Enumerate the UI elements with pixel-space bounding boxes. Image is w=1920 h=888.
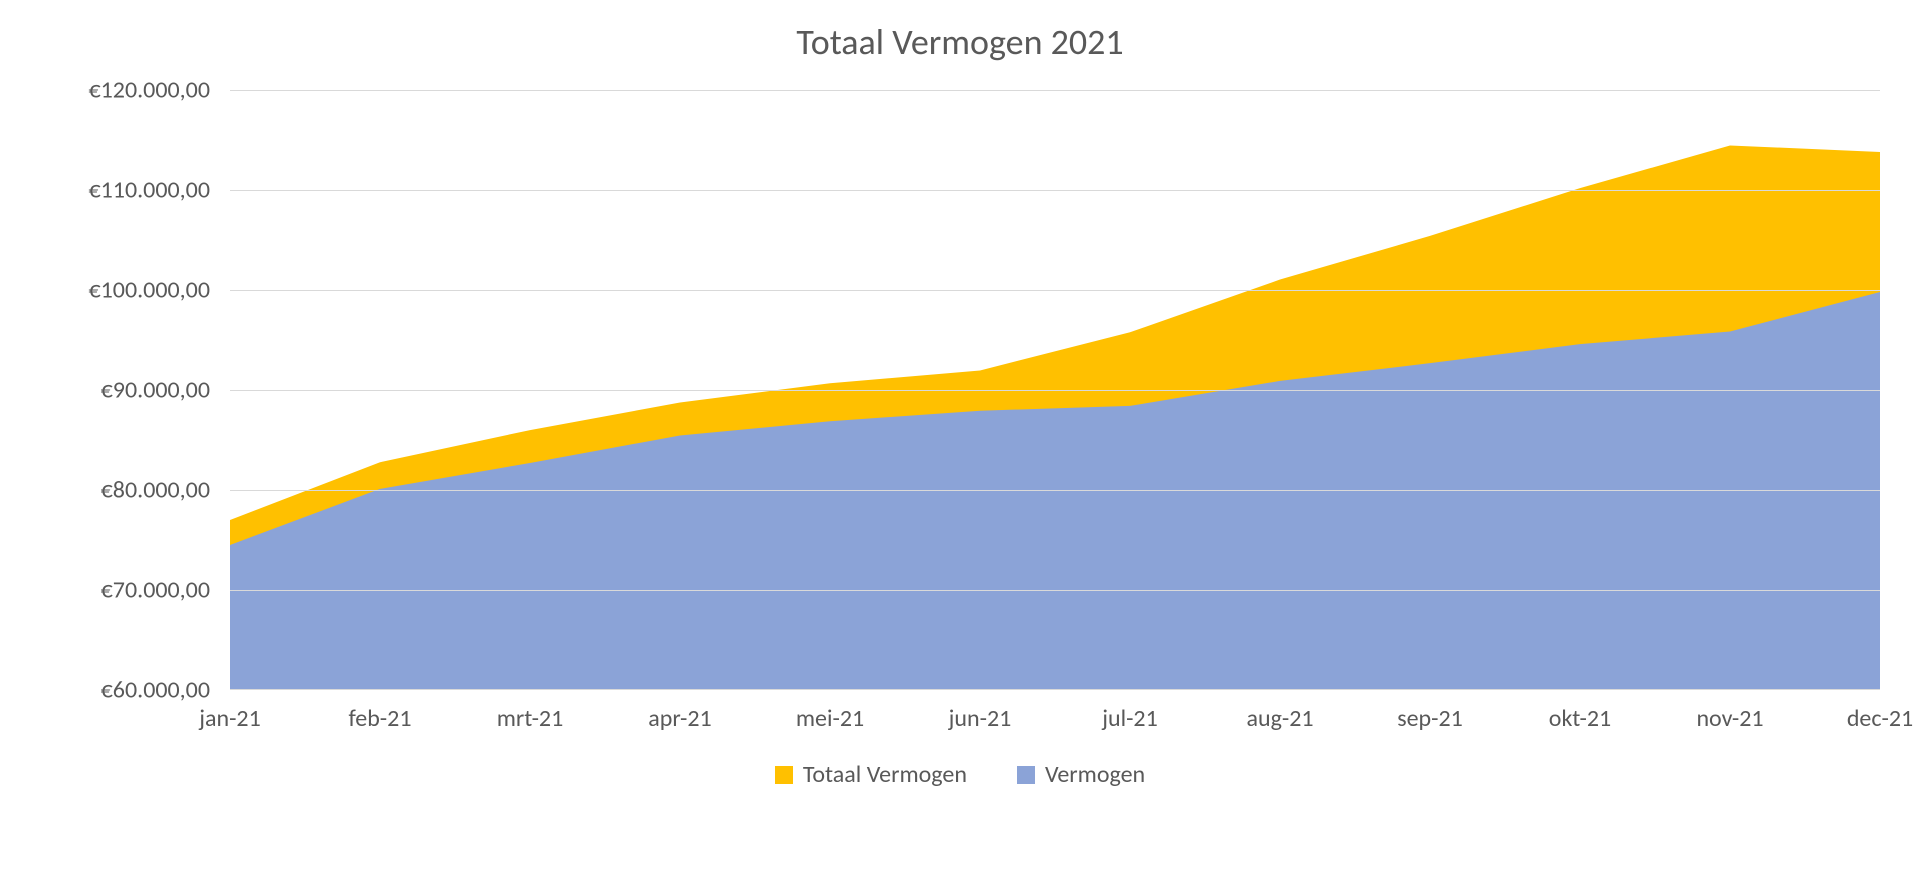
x-tick-label: jan-21 [199,704,261,733]
legend-swatch [775,766,793,784]
x-tick-label: sep-21 [1397,704,1463,733]
y-tick-label: €80.000,00 [101,476,210,505]
chart-title: Totaal Vermogen 2021 [0,20,1920,64]
legend-label: Totaal Vermogen [803,760,967,789]
gridline [230,590,1880,591]
y-tick-label: €120.000,00 [88,76,210,105]
y-tick-label: €100.000,00 [88,276,210,305]
gridline [230,90,1880,91]
x-tick-label: dec-21 [1847,704,1913,733]
y-axis: €60.000,00€70.000,00€80.000,00€90.000,00… [230,90,1880,690]
x-tick-label: feb-21 [349,704,412,733]
legend-swatch [1017,766,1035,784]
x-tick-label: jun-21 [949,704,1012,733]
x-tick-label: jul-21 [1102,704,1158,733]
x-tick-label: apr-21 [648,704,711,733]
legend-item: Totaal Vermogen [775,760,967,789]
y-tick-label: €60.000,00 [101,676,210,705]
legend: Totaal Vermogen Vermogen [0,760,1920,789]
legend-item: Vermogen [1017,760,1145,789]
gridline [230,290,1880,291]
x-tick-label: mei-21 [796,704,864,733]
baseline [230,689,1880,690]
x-tick-label: aug-21 [1246,704,1313,733]
x-tick-label: mrt-21 [497,704,564,733]
y-tick-label: €110.000,00 [88,176,210,205]
y-tick-label: €70.000,00 [101,576,210,605]
chart-container: Totaal Vermogen 2021 €60.000,00€70.000,0… [0,0,1920,888]
gridline [230,190,1880,191]
x-tick-label: nov-21 [1696,704,1763,733]
gridline [230,390,1880,391]
x-tick-label: okt-21 [1549,704,1611,733]
gridline [230,490,1880,491]
legend-label: Vermogen [1045,760,1145,789]
y-tick-label: €90.000,00 [101,376,210,405]
plot-area: €60.000,00€70.000,00€80.000,00€90.000,00… [230,90,1880,690]
